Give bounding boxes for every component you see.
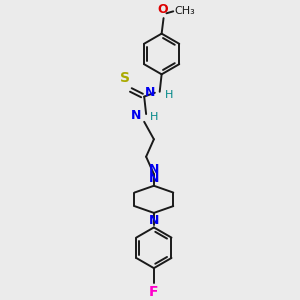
Text: H: H (164, 90, 173, 100)
Text: O: O (157, 3, 168, 16)
Text: CH₃: CH₃ (174, 6, 195, 16)
Text: F: F (149, 285, 159, 298)
Text: S: S (120, 71, 130, 85)
Text: N: N (149, 214, 159, 227)
Text: N: N (149, 172, 159, 185)
Text: N: N (131, 109, 141, 122)
Text: N: N (145, 86, 155, 99)
Text: N: N (149, 163, 159, 176)
Text: H: H (150, 112, 158, 122)
